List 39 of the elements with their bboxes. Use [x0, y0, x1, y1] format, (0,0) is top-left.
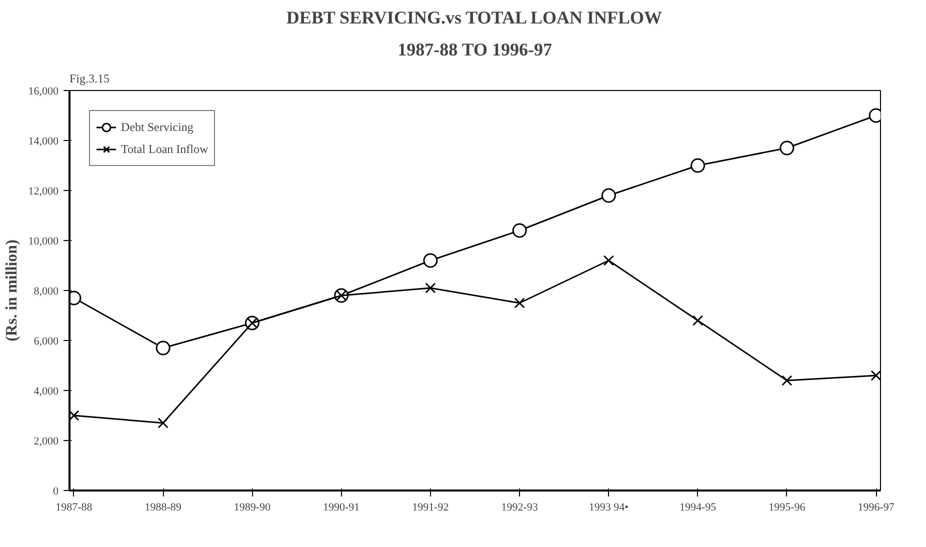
y-tick-label: 4,000 [34, 386, 59, 398]
point [780, 140, 794, 156]
y-tick-label: 2,000 [34, 436, 59, 448]
point [158, 418, 168, 428]
y-tick-label: 14,000 [28, 136, 59, 148]
x-tick-label: 1989-90 [234, 502, 272, 514]
point [782, 375, 792, 386]
point [70, 410, 80, 421]
point [601, 188, 616, 203]
point [425, 282, 436, 294]
x-tick-label: 1990-91 [322, 502, 360, 514]
x-tick-label: 1995-96 [768, 502, 806, 514]
chart-subtitle: 1987-88 TO 1996-97 [398, 40, 552, 60]
y-tick-label: 10,000 [28, 236, 59, 248]
y-tick-label: 12,000 [28, 186, 59, 198]
y-tick-label: 6,000 [34, 336, 59, 348]
point [512, 223, 527, 238]
x-tick-label: 1993 94• [588, 502, 629, 514]
y-tick-label: 16,000 [28, 86, 59, 98]
point [156, 340, 170, 356]
legend-label: Debt Servicing [121, 120, 194, 134]
x-tick-label: 1988-89 [144, 502, 182, 514]
y-tick-label: 0 [53, 486, 59, 498]
legend-label: Total Loan Inflow [121, 142, 208, 156]
chart-title: DEBT SERVICING.vs TOTAL LOAN INFLOW [286, 8, 662, 28]
point [870, 370, 880, 381]
point [692, 315, 704, 326]
point [690, 158, 706, 173]
point [514, 298, 525, 308]
y-axis-title: (Rs. in million) [3, 240, 20, 342]
point [603, 255, 614, 266]
point [423, 253, 438, 268]
y-tick-label: 8,000 [34, 286, 59, 298]
x-tick-label: 1987-88 [56, 502, 93, 514]
x-tick-label: 1994-95 [679, 502, 717, 514]
x-tick-label: 1996-97 [858, 502, 895, 514]
x-tick-label: 1991-92 [412, 502, 449, 514]
x-tick-label: 1992-93 [501, 502, 538, 514]
caption: Fig.3.15 [70, 72, 110, 86]
